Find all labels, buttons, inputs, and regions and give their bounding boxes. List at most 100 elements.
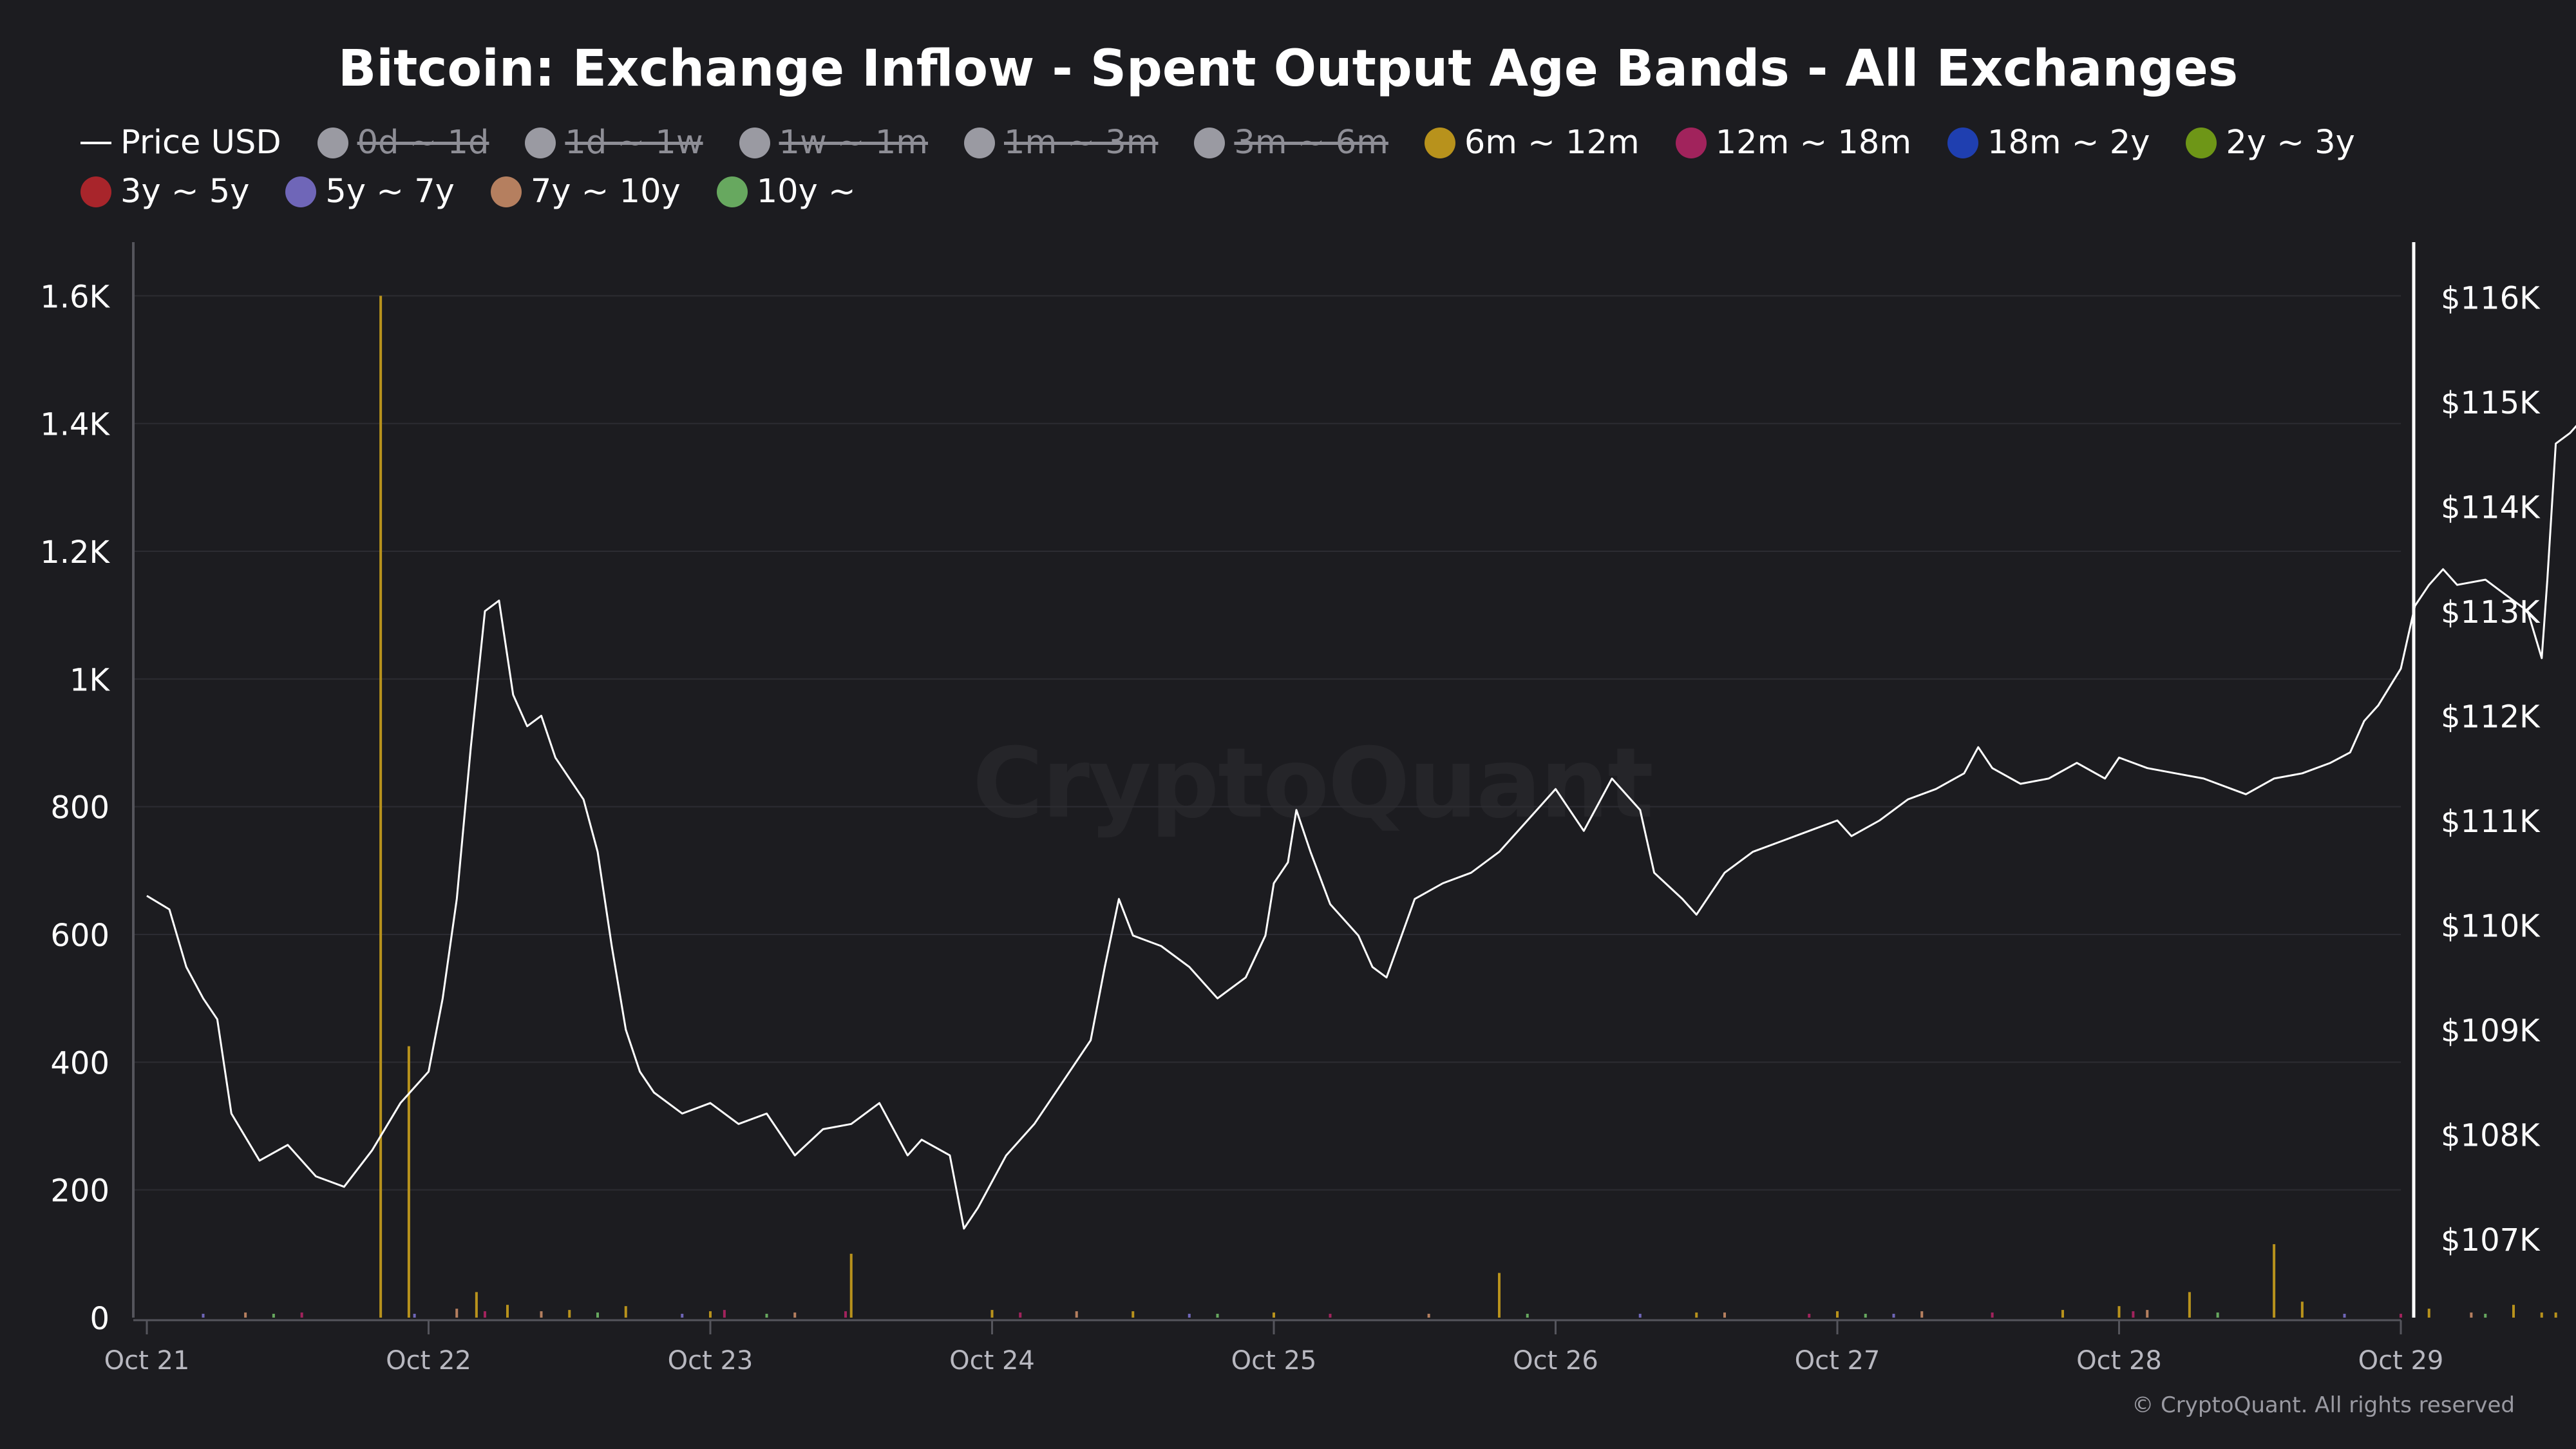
legend-item-8[interactable]: 18m ~ 2y bbox=[1947, 122, 2150, 164]
inflow-bar bbox=[1075, 1311, 1078, 1318]
tick-labels: 0 200 400 600 800 1K 1.2K 1.4K 1.6K $107K $108K $10… bbox=[40, 279, 2541, 1376]
x-tick-label: Oct 24 bbox=[949, 1346, 1035, 1376]
inflow-bar bbox=[1526, 1314, 1529, 1318]
inflow-bar bbox=[723, 1310, 726, 1318]
left-tick-label: 600 bbox=[50, 918, 109, 954]
legend-label: 10y ~ bbox=[756, 173, 856, 211]
left-tick-label: 1K bbox=[70, 662, 111, 698]
left-tick-label: 400 bbox=[50, 1045, 109, 1081]
inflow-bar bbox=[2427, 1309, 2430, 1318]
right-tick-label: $115K bbox=[2441, 385, 2541, 421]
price-line-layer bbox=[146, 424, 2576, 1230]
inflow-bar bbox=[407, 1046, 410, 1318]
inflow-bar bbox=[568, 1310, 571, 1318]
price-line bbox=[146, 424, 2576, 1230]
right-tick-label: $107K bbox=[2441, 1222, 2541, 1258]
legend-item-10[interactable]: 3y ~ 5y bbox=[80, 171, 249, 213]
legend-label: 1d ~ 1w bbox=[565, 124, 703, 162]
left-tick-label: 1.4K bbox=[40, 407, 110, 443]
inflow-bar bbox=[681, 1314, 684, 1318]
inflow-bar bbox=[849, 1253, 853, 1318]
legend-item-11[interactable]: 5y ~ 7y bbox=[285, 171, 455, 213]
chart-title: Bitcoin: Exchange Inflow - Spent Output … bbox=[337, 40, 2239, 98]
left-tick-label: 800 bbox=[50, 790, 109, 826]
legend-marker bbox=[716, 176, 748, 207]
legend-item-0[interactable]: Price USD bbox=[80, 122, 281, 164]
inflow-bar bbox=[1132, 1311, 1135, 1318]
legend-item-13[interactable]: 10y ~ bbox=[716, 171, 856, 213]
legend-label: 0d ~ 1d bbox=[357, 124, 489, 162]
inflow-bar bbox=[1273, 1312, 1275, 1318]
inflow-bar bbox=[2470, 1312, 2473, 1318]
legend-marker bbox=[525, 128, 556, 158]
legend-item-5[interactable]: 3m ~ 6m bbox=[1194, 122, 1388, 164]
inflow-bar bbox=[2216, 1312, 2219, 1318]
left-tick-label: 1.6K bbox=[40, 279, 110, 315]
legend-marker bbox=[2186, 128, 2217, 158]
inflow-bar bbox=[1498, 1273, 1501, 1318]
x-tick-label: Oct 22 bbox=[386, 1346, 471, 1376]
inflow-bar bbox=[2400, 1314, 2402, 1318]
inflow-bar bbox=[990, 1310, 994, 1318]
legend-item-12[interactable]: 7y ~ 10y bbox=[490, 171, 681, 213]
inflow-bar bbox=[475, 1292, 478, 1318]
inflow-bar bbox=[1864, 1314, 1867, 1318]
legend-label: 12m ~ 18m bbox=[1715, 124, 1912, 162]
legend-item-6[interactable]: 6m ~ 12m bbox=[1424, 122, 1640, 164]
right-tick-label: $110K bbox=[2441, 908, 2541, 944]
inflow-bar bbox=[2540, 1312, 2543, 1318]
inflow-bar bbox=[624, 1306, 627, 1318]
legend-item-7[interactable]: 12m ~ 18m bbox=[1675, 122, 1912, 164]
inflow-bar bbox=[413, 1314, 416, 1318]
right-tick-label: $108K bbox=[2441, 1118, 2541, 1154]
legend-marker bbox=[964, 128, 995, 158]
watermark: CryptoQuant bbox=[972, 728, 1654, 840]
left-tick-label: 0 bbox=[90, 1301, 109, 1337]
inflow-bar bbox=[540, 1311, 543, 1318]
legend-marker bbox=[1194, 128, 1226, 158]
legend-item-2[interactable]: 1d ~ 1w bbox=[525, 122, 703, 164]
inflow-bars bbox=[202, 296, 2557, 1318]
legend-item-4[interactable]: 1m ~ 3m bbox=[964, 122, 1158, 164]
right-tick-label: $112K bbox=[2441, 699, 2541, 735]
x-tick-label: Oct 23 bbox=[668, 1346, 753, 1376]
inflow-bar bbox=[709, 1311, 712, 1318]
inflow-bar bbox=[1723, 1312, 1726, 1318]
legend-label: 1w ~ 1m bbox=[779, 124, 928, 162]
legend-item-1[interactable]: 0d ~ 1d bbox=[317, 122, 489, 164]
inflow-bar bbox=[2273, 1244, 2276, 1318]
inflow-bar bbox=[2146, 1310, 2149, 1318]
inflow-bar bbox=[2484, 1314, 2487, 1318]
inflow-bar bbox=[1836, 1311, 1839, 1318]
legend-label: 7y ~ 10y bbox=[530, 173, 681, 211]
inflow-bar bbox=[2132, 1311, 2135, 1318]
inflow-bar bbox=[1695, 1312, 1698, 1318]
copyright-notice: © CryptoQuant. All rights reserved bbox=[2132, 1392, 2515, 1418]
right-tick-label: $116K bbox=[2441, 280, 2541, 316]
inflow-bar bbox=[202, 1314, 205, 1318]
inflow-bar bbox=[1991, 1312, 1994, 1318]
legend-label: 5y ~ 7y bbox=[325, 173, 455, 211]
inflow-bar bbox=[300, 1312, 303, 1318]
inflow-bar bbox=[2300, 1302, 2304, 1318]
grid-lines bbox=[134, 295, 2401, 1191]
right-tick-label: $109K bbox=[2441, 1013, 2541, 1049]
inflow-bar bbox=[2188, 1292, 2191, 1318]
axes bbox=[132, 242, 2416, 1334]
legend-marker bbox=[80, 176, 111, 207]
legend-item-3[interactable]: 1w ~ 1m bbox=[739, 122, 928, 164]
x-tick-label: Oct 25 bbox=[1231, 1346, 1317, 1376]
legend-label: 3m ~ 6m bbox=[1234, 124, 1388, 162]
inflow-bar bbox=[765, 1314, 768, 1318]
right-tick-label: $114K bbox=[2441, 489, 2541, 526]
legend-label: 3y ~ 5y bbox=[120, 173, 250, 211]
inflow-bar bbox=[1808, 1314, 1811, 1318]
legend-label: 18m ~ 2y bbox=[1987, 124, 2150, 162]
inflow-bar bbox=[1019, 1312, 1022, 1318]
legend-item-9[interactable]: 2y ~ 3y bbox=[2186, 122, 2355, 164]
inflow-bar bbox=[272, 1314, 275, 1318]
legend: Price USD 0d ~ 1d 1d ~ 1w 1w ~ 1m 1m ~ 3m 3m … bbox=[80, 122, 2502, 213]
inflow-bar bbox=[1427, 1314, 1430, 1318]
inflow-bar bbox=[2554, 1312, 2557, 1318]
